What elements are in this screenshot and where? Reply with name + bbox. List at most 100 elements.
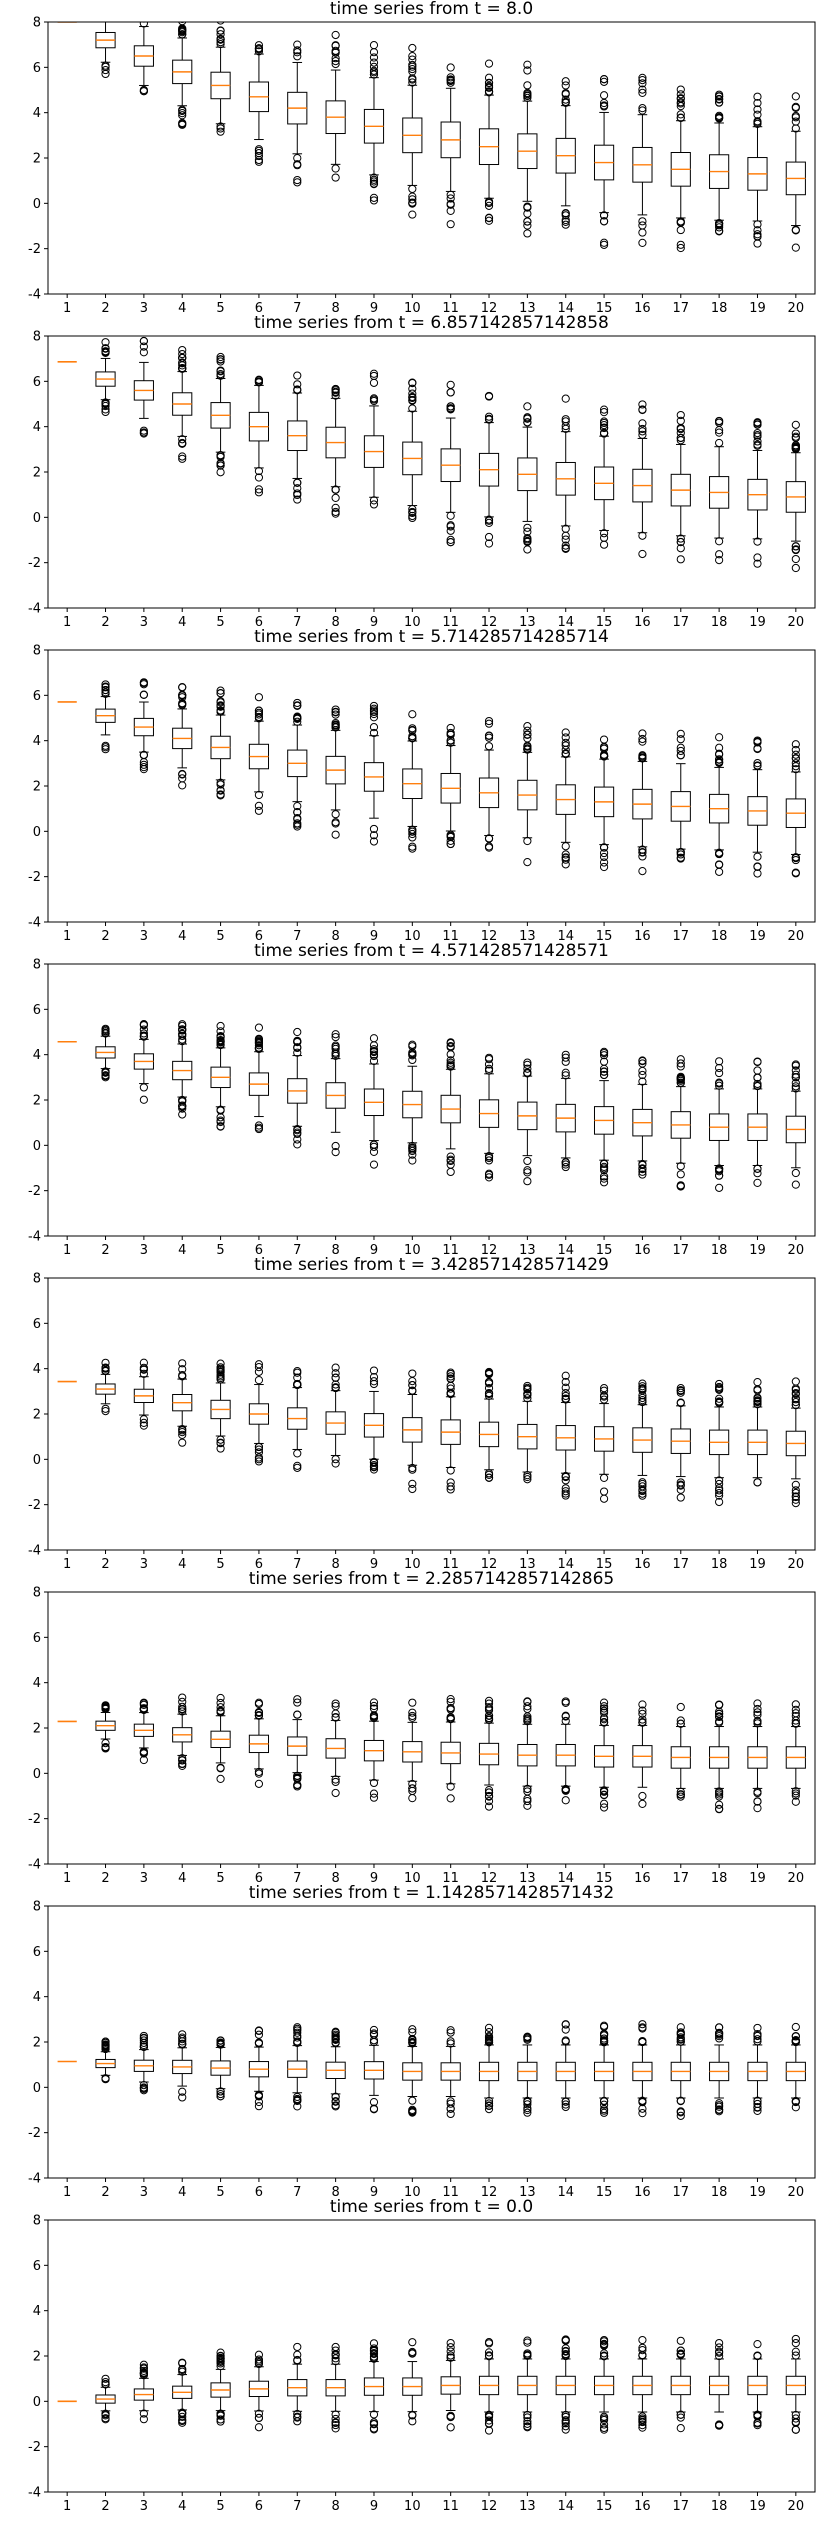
outlier bbox=[599, 1049, 609, 1058]
outlier bbox=[331, 1048, 340, 1057]
outlier bbox=[599, 1051, 609, 1060]
outlier bbox=[178, 363, 187, 373]
y-tick-label: -2 bbox=[28, 1812, 41, 1827]
outlier bbox=[791, 225, 800, 234]
x-tick-label: 14 bbox=[557, 2499, 574, 2514]
outlier bbox=[484, 1064, 494, 1073]
outlier bbox=[369, 1056, 379, 1066]
outlier bbox=[791, 117, 800, 126]
outlier bbox=[139, 690, 148, 699]
outlier bbox=[331, 830, 340, 839]
outlier bbox=[178, 2087, 187, 2096]
outlier bbox=[178, 1693, 187, 1702]
outlier bbox=[216, 1359, 225, 1368]
outlier bbox=[561, 1395, 570, 1404]
x-tick-label: 11 bbox=[442, 1243, 459, 1258]
outlier bbox=[139, 1415, 148, 1424]
outlier bbox=[638, 754, 647, 763]
outlier bbox=[715, 1489, 724, 1498]
outlier bbox=[101, 1068, 110, 1077]
y-tick-label: -4 bbox=[28, 1230, 41, 1245]
box-6 bbox=[248, 2350, 270, 2432]
x-tick-label: 17 bbox=[673, 615, 690, 630]
outlier bbox=[139, 337, 148, 346]
outlier bbox=[715, 2102, 724, 2111]
outlier bbox=[791, 2425, 800, 2434]
x-tick-label: 17 bbox=[673, 1557, 690, 1572]
outlier bbox=[484, 412, 494, 421]
outlier bbox=[523, 2338, 532, 2347]
box-2 bbox=[95, 2037, 116, 2084]
box-13 bbox=[517, 60, 538, 238]
outlier bbox=[484, 2416, 494, 2425]
x-tick-label: 18 bbox=[711, 1243, 728, 1258]
x-tick-label: 10 bbox=[404, 2499, 421, 2514]
outlier bbox=[753, 1708, 762, 1717]
x-tick-label: 10 bbox=[404, 2185, 421, 2200]
outlier bbox=[101, 1406, 110, 1416]
box-18 bbox=[709, 733, 730, 876]
outlier bbox=[484, 2339, 494, 2348]
outlier bbox=[753, 559, 762, 568]
outlier bbox=[178, 30, 187, 39]
outlier bbox=[369, 1463, 379, 1472]
x-tick-label: 12 bbox=[481, 2499, 498, 2514]
outlier bbox=[715, 758, 724, 768]
x-tick-label: 1 bbox=[63, 1557, 71, 1572]
outlier bbox=[178, 2039, 187, 2048]
outlier bbox=[254, 2030, 264, 2039]
outlier bbox=[408, 392, 417, 402]
outlier bbox=[561, 853, 570, 862]
outlier bbox=[139, 1369, 148, 1378]
box-6 bbox=[248, 2026, 270, 2111]
outlier bbox=[216, 2087, 225, 2096]
x-tick-label: 1 bbox=[63, 301, 71, 316]
x-tick-label: 7 bbox=[293, 1871, 301, 1886]
outlier bbox=[791, 545, 800, 554]
outlier bbox=[369, 1458, 379, 1467]
outlier bbox=[139, 348, 148, 357]
x-tick-label: 1 bbox=[63, 1243, 71, 1258]
outlier bbox=[331, 1383, 340, 1392]
outlier bbox=[139, 2360, 148, 2369]
box-18 bbox=[709, 1700, 730, 1814]
outlier bbox=[715, 1792, 724, 1801]
outlier bbox=[523, 545, 532, 554]
y-tick-label: 6 bbox=[33, 61, 41, 76]
y-tick-label: -2 bbox=[28, 2440, 41, 2455]
outlier bbox=[254, 806, 264, 815]
outlier bbox=[216, 689, 225, 698]
x-tick-label: 15 bbox=[596, 1557, 613, 1572]
y-tick-label: 0 bbox=[33, 825, 41, 840]
outlier bbox=[715, 550, 724, 559]
y-tick-label: 6 bbox=[33, 689, 41, 704]
x-tick-label: 15 bbox=[596, 2499, 613, 2514]
outlier bbox=[178, 111, 187, 120]
outlier bbox=[753, 418, 762, 427]
outlier bbox=[408, 199, 417, 208]
outlier bbox=[331, 1455, 340, 1464]
outlier bbox=[791, 1070, 800, 1079]
outlier bbox=[139, 680, 148, 689]
x-tick-label: 9 bbox=[370, 2185, 378, 2200]
x-tick-label: 10 bbox=[404, 615, 421, 630]
outlier bbox=[715, 2105, 724, 2114]
outlier bbox=[254, 1367, 264, 1376]
outlier bbox=[178, 2093, 187, 2102]
outlier bbox=[254, 473, 264, 482]
outlier bbox=[446, 2353, 455, 2362]
outlier bbox=[676, 847, 685, 857]
outlier bbox=[638, 2423, 647, 2432]
x-tick-label: 12 bbox=[481, 615, 498, 630]
outlier bbox=[331, 707, 340, 716]
outlier bbox=[484, 213, 494, 222]
outlier bbox=[715, 1790, 724, 1799]
outlier bbox=[178, 109, 187, 118]
outlier bbox=[599, 1172, 609, 1181]
outlier bbox=[408, 64, 417, 74]
outlier bbox=[676, 1386, 685, 1396]
x-tick-label: 13 bbox=[519, 929, 536, 944]
y-tick-label: 0 bbox=[33, 2081, 41, 2096]
outlier bbox=[216, 780, 225, 789]
outlier bbox=[101, 1364, 110, 1373]
